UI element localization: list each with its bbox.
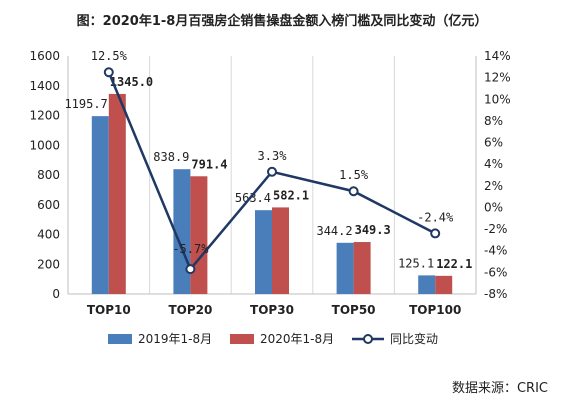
legend-label: 同比变动: [390, 331, 438, 346]
line-value-label: 1.5%: [339, 168, 369, 182]
left-tick-label: 200: [37, 257, 60, 271]
category-label: TOP30: [250, 303, 294, 317]
legend-label: 2019年1-8月: [138, 332, 212, 346]
left-tick-label: 1200: [29, 109, 60, 123]
bar-value-label: 125.1: [398, 256, 434, 270]
line-point: [348, 186, 359, 197]
line-value-label: 3.3%: [258, 149, 288, 163]
right-tick-label: 14%: [484, 49, 511, 63]
legend-swatch: [108, 334, 132, 344]
bar: [272, 207, 289, 294]
bar: [255, 210, 272, 294]
left-tick-label: 1400: [29, 79, 60, 93]
line-point: [430, 228, 441, 239]
right-tick-label: -4%: [484, 244, 507, 258]
right-tick-label: 2%: [484, 179, 503, 193]
right-tick-label: 8%: [484, 114, 503, 128]
bar-value-label: 349.3: [355, 223, 391, 237]
left-tick-label: 1600: [29, 49, 60, 63]
left-tick-label: 800: [37, 168, 60, 182]
category-label: TOP10: [87, 303, 131, 317]
bar: [108, 93, 126, 295]
right-tick-label: 10%: [484, 92, 511, 106]
right-tick-label: 12%: [484, 71, 511, 85]
bar-value-label: 1345.0: [110, 75, 153, 89]
line-value-label: -5.7%: [172, 242, 209, 256]
category-label: TOP100: [409, 303, 461, 317]
line-value-label: -2.4%: [417, 210, 454, 224]
bar-value-label: 838.9: [153, 150, 189, 164]
line-point: [103, 67, 114, 78]
bar: [336, 242, 354, 294]
category-label: TOP20: [168, 303, 212, 317]
right-tick-label: 4%: [484, 157, 503, 171]
left-tick-label: 1000: [29, 138, 60, 152]
right-tick-label: -6%: [484, 265, 507, 279]
bar-value-label: 563.4: [235, 191, 271, 205]
bar: [418, 275, 436, 294]
right-tick-label: -2%: [484, 222, 507, 236]
legend-line-marker: [363, 334, 373, 344]
category-label: TOP50: [332, 303, 376, 317]
left-tick-label: 600: [37, 198, 60, 212]
chart-source: 数据来源：CRIC: [451, 381, 548, 396]
left-tick-label: 0: [52, 287, 60, 301]
bar-value-label: 122.1: [436, 257, 472, 271]
right-tick-label: 6%: [484, 136, 503, 150]
right-tick-label: -8%: [484, 287, 507, 301]
legend-label: 2020年1-8月: [260, 332, 334, 346]
legend-swatch: [230, 334, 254, 344]
bar: [91, 116, 109, 295]
bar: [435, 275, 453, 294]
line-value-label: 12.5%: [91, 49, 128, 63]
line-point: [267, 166, 277, 177]
bar-value-label: 582.1: [273, 188, 309, 202]
bar: [190, 176, 208, 294]
bar-value-label: 1195.7: [64, 97, 107, 111]
right-tick-label: 0%: [484, 200, 503, 214]
bar-value-label: 791.4: [191, 157, 227, 171]
left-tick-label: 400: [37, 228, 60, 242]
bar-value-label: 344.2: [316, 224, 352, 238]
bar: [173, 169, 191, 294]
chart-title: 图：2020年1-8月百强房企销售操盘金额入榜门槛及同比变动（亿元）: [76, 14, 488, 29]
line-point: [185, 264, 196, 275]
bar: [353, 242, 371, 294]
